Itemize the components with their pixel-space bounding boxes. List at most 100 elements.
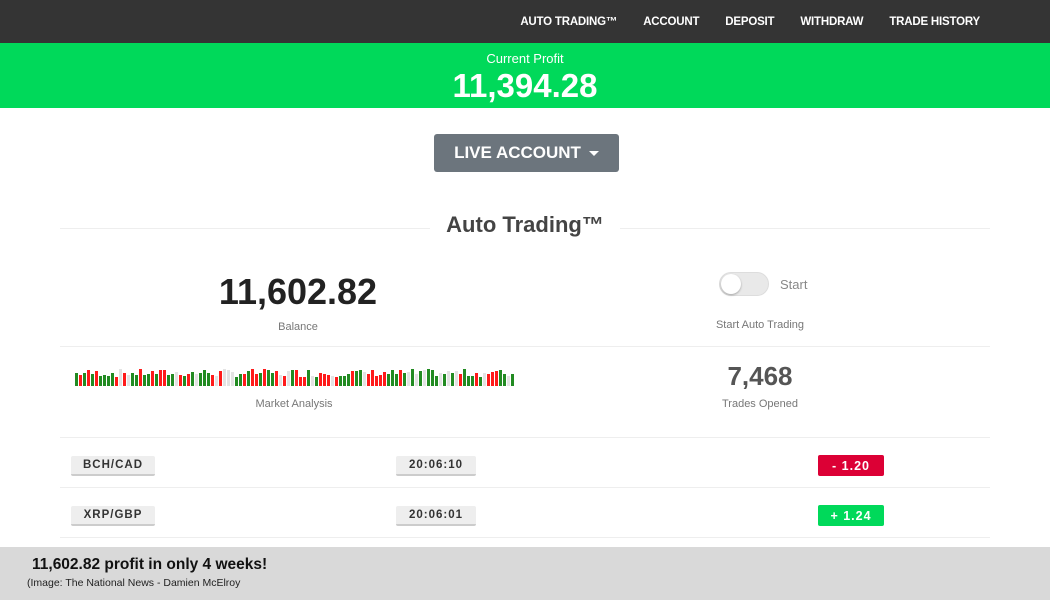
market-bar [491, 372, 494, 386]
market-bar [351, 371, 354, 386]
market-bar [179, 375, 182, 386]
market-bar [499, 370, 502, 386]
market-bar [439, 373, 442, 386]
market-bar [135, 375, 138, 386]
trades-opened-label: Trades Opened [721, 398, 799, 410]
market-bar [79, 375, 82, 386]
market-bar [203, 370, 206, 386]
image-caption: 11,602.82 profit in only 4 weeks! (Image… [0, 547, 1050, 600]
market-bar [103, 375, 106, 386]
market-bar [459, 374, 462, 386]
market-bar [83, 373, 86, 386]
market-bar [279, 375, 282, 386]
market-bar [339, 376, 342, 386]
market-bar [315, 377, 318, 386]
market-bar [507, 376, 510, 386]
balance-value: 11,602.82 [218, 271, 378, 312]
market-bar [215, 376, 218, 386]
nav-trade-history[interactable]: TRADE HISTORY [889, 15, 980, 28]
market-bar [163, 370, 166, 386]
pair-label: XRP/GBP [71, 506, 155, 526]
top-nav: AUTO TRADING™ ACCOUNT DEPOSIT WITHDRAW T… [0, 0, 1050, 43]
market-bar [159, 370, 162, 386]
market-bar [327, 375, 330, 386]
time-label: 20:06:01 [396, 506, 476, 526]
market-bar [323, 374, 326, 386]
market-bar [119, 369, 122, 386]
market-bar [219, 371, 222, 386]
current-profit-value: 11,394.28 [452, 67, 598, 104]
market-bar [415, 374, 418, 386]
market-bar [239, 374, 242, 386]
live-account-dropdown[interactable]: LIVE ACCOUNT [434, 134, 619, 172]
market-bar [367, 374, 370, 386]
nav-auto-trading[interactable]: AUTO TRADING™ [520, 15, 618, 28]
market-bar [143, 375, 146, 386]
nav-withdraw[interactable]: WITHDRAW [800, 15, 864, 28]
market-bar [91, 374, 94, 386]
market-bar [207, 373, 210, 386]
market-bar [295, 370, 298, 386]
change-badge: + 1.24 [818, 505, 884, 526]
market-bar [355, 371, 358, 386]
market-bar [263, 369, 266, 386]
market-bar [463, 369, 466, 386]
market-bar [451, 373, 454, 386]
market-bar [307, 370, 310, 386]
market-bar [191, 372, 194, 386]
market-bar [227, 370, 230, 386]
market-bar [99, 376, 102, 386]
toggle-label: Start [780, 277, 808, 292]
market-bar [299, 377, 302, 386]
change-badge: - 1.20 [818, 455, 884, 476]
market-bar [455, 371, 458, 386]
market-bar [511, 374, 514, 386]
market-bar [407, 372, 410, 386]
market-bar [231, 372, 234, 386]
market-bar [335, 377, 338, 386]
divider [60, 346, 990, 347]
market-bar [247, 371, 250, 386]
market-bar [431, 370, 434, 386]
market-bar [471, 376, 474, 386]
market-bar [331, 376, 334, 386]
market-bar [475, 373, 478, 386]
market-bar [211, 375, 214, 386]
market-bar [127, 375, 130, 386]
market-bar [155, 374, 158, 386]
market-bar [147, 374, 150, 386]
market-bar [151, 371, 154, 386]
market-bar [259, 373, 262, 386]
auto-trading-toggle[interactable] [719, 272, 769, 296]
market-bar [467, 376, 470, 386]
market-bar [479, 377, 482, 386]
market-bar [243, 374, 246, 386]
market-bar [435, 376, 438, 386]
market-bar [171, 374, 174, 386]
market-bar [87, 370, 90, 386]
market-bar [183, 376, 186, 386]
nav-account[interactable]: ACCOUNT [643, 15, 700, 28]
market-bar [343, 376, 346, 386]
divider [60, 537, 990, 538]
start-auto-trading-label: Start Auto Trading [715, 319, 805, 331]
market-bar [447, 371, 450, 386]
market-bar [287, 371, 290, 386]
market-bar [443, 374, 446, 386]
market-bar [391, 370, 394, 386]
market-bar [371, 370, 374, 386]
caret-down-icon [588, 150, 599, 156]
time-label: 20:06:10 [396, 456, 476, 476]
market-bar [167, 375, 170, 386]
trades-opened-value: 7,468 [727, 361, 793, 391]
market-bar [411, 369, 414, 386]
market-bar [75, 373, 78, 386]
market-bar [291, 370, 294, 386]
market-bar [111, 373, 114, 386]
market-bar [303, 377, 306, 386]
nav-deposit[interactable]: DEPOSIT [725, 15, 775, 28]
market-bar [311, 376, 314, 386]
live-account-label: LIVE ACCOUNT [454, 143, 581, 162]
market-bar [503, 374, 506, 386]
market-bar [375, 376, 378, 386]
